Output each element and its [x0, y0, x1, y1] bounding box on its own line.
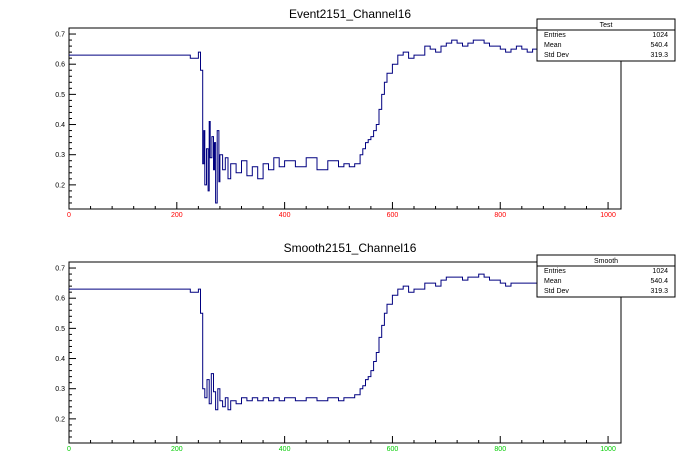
panel2-stats-box — [536, 254, 676, 298]
panel1-stats-value: 319.3 — [650, 52, 668, 59]
panel2-x-tick-label: 400 — [279, 446, 291, 453]
panel1-stats-value: 1024 — [652, 32, 668, 39]
panel1-y-tick-label: 0.6 — [55, 62, 65, 69]
panel1-stats-label: Mean — [544, 42, 562, 49]
panel2-y-tick-label: 0.6 — [55, 296, 65, 303]
panel2-x-tick-label: 1000 — [600, 446, 616, 453]
panel2-stats-title: Smooth — [594, 258, 618, 265]
panel1-x-tick-label: 400 — [279, 212, 291, 219]
panel2-stats-label: Mean — [544, 278, 562, 285]
panel2-stats-label: Std Dev — [544, 288, 569, 295]
panel2-x-tick-label: 800 — [494, 446, 506, 453]
panel1-y-tick-label: 0.2 — [55, 182, 65, 189]
panel2-y-tick-label: 0.5 — [55, 326, 65, 333]
panel2-series-1-trace — [69, 267, 621, 411]
panel1-y-tick-label: 0.5 — [55, 92, 65, 99]
panel2-stats-value: 540.4 — [650, 278, 668, 285]
panel1-y-tick-label: 0.4 — [55, 122, 65, 129]
panel1-x-tick-label: 600 — [387, 212, 399, 219]
panel2-stats-value: 1024 — [652, 268, 668, 275]
panel1-stats-label: Std Dev — [544, 52, 569, 59]
panel1-stats-value: 540.4 — [650, 42, 668, 49]
panel1-stats-title: Test — [600, 22, 613, 29]
panel2-y-tick-label: 0.2 — [55, 416, 65, 423]
panel1-x-tick-label: 200 — [171, 212, 183, 219]
panel2-x-tick-label: 600 — [387, 446, 399, 453]
panel2-stats-label: Entries — [544, 268, 566, 275]
panel1-stats-label: Entries — [544, 32, 566, 39]
panel1-series-1-trace — [69, 30, 621, 204]
panel2-y-tick-label: 0.4 — [55, 356, 65, 363]
panel1-x-tick-label: 800 — [494, 212, 506, 219]
panel1-stats-box — [536, 18, 676, 62]
panel2-y-tick-label: 0.7 — [55, 266, 65, 273]
panel1-chart-title: Event2151_Channel16 — [289, 7, 411, 21]
panel1-x-tick-label: 1000 — [600, 212, 616, 219]
panel1-y-tick-label: 0.3 — [55, 152, 65, 159]
panel2-chart-title: Smooth2151_Channel16 — [284, 241, 417, 255]
panel2-stats-value: 319.3 — [650, 288, 668, 295]
panel2-y-tick-label: 0.3 — [55, 386, 65, 393]
panel1-y-tick-label: 0.7 — [55, 32, 65, 39]
panel2-x-tick-label: 200 — [171, 446, 183, 453]
panel1-x-tick-label: 0 — [67, 212, 71, 219]
panel2-x-tick-label: 0 — [67, 446, 71, 453]
